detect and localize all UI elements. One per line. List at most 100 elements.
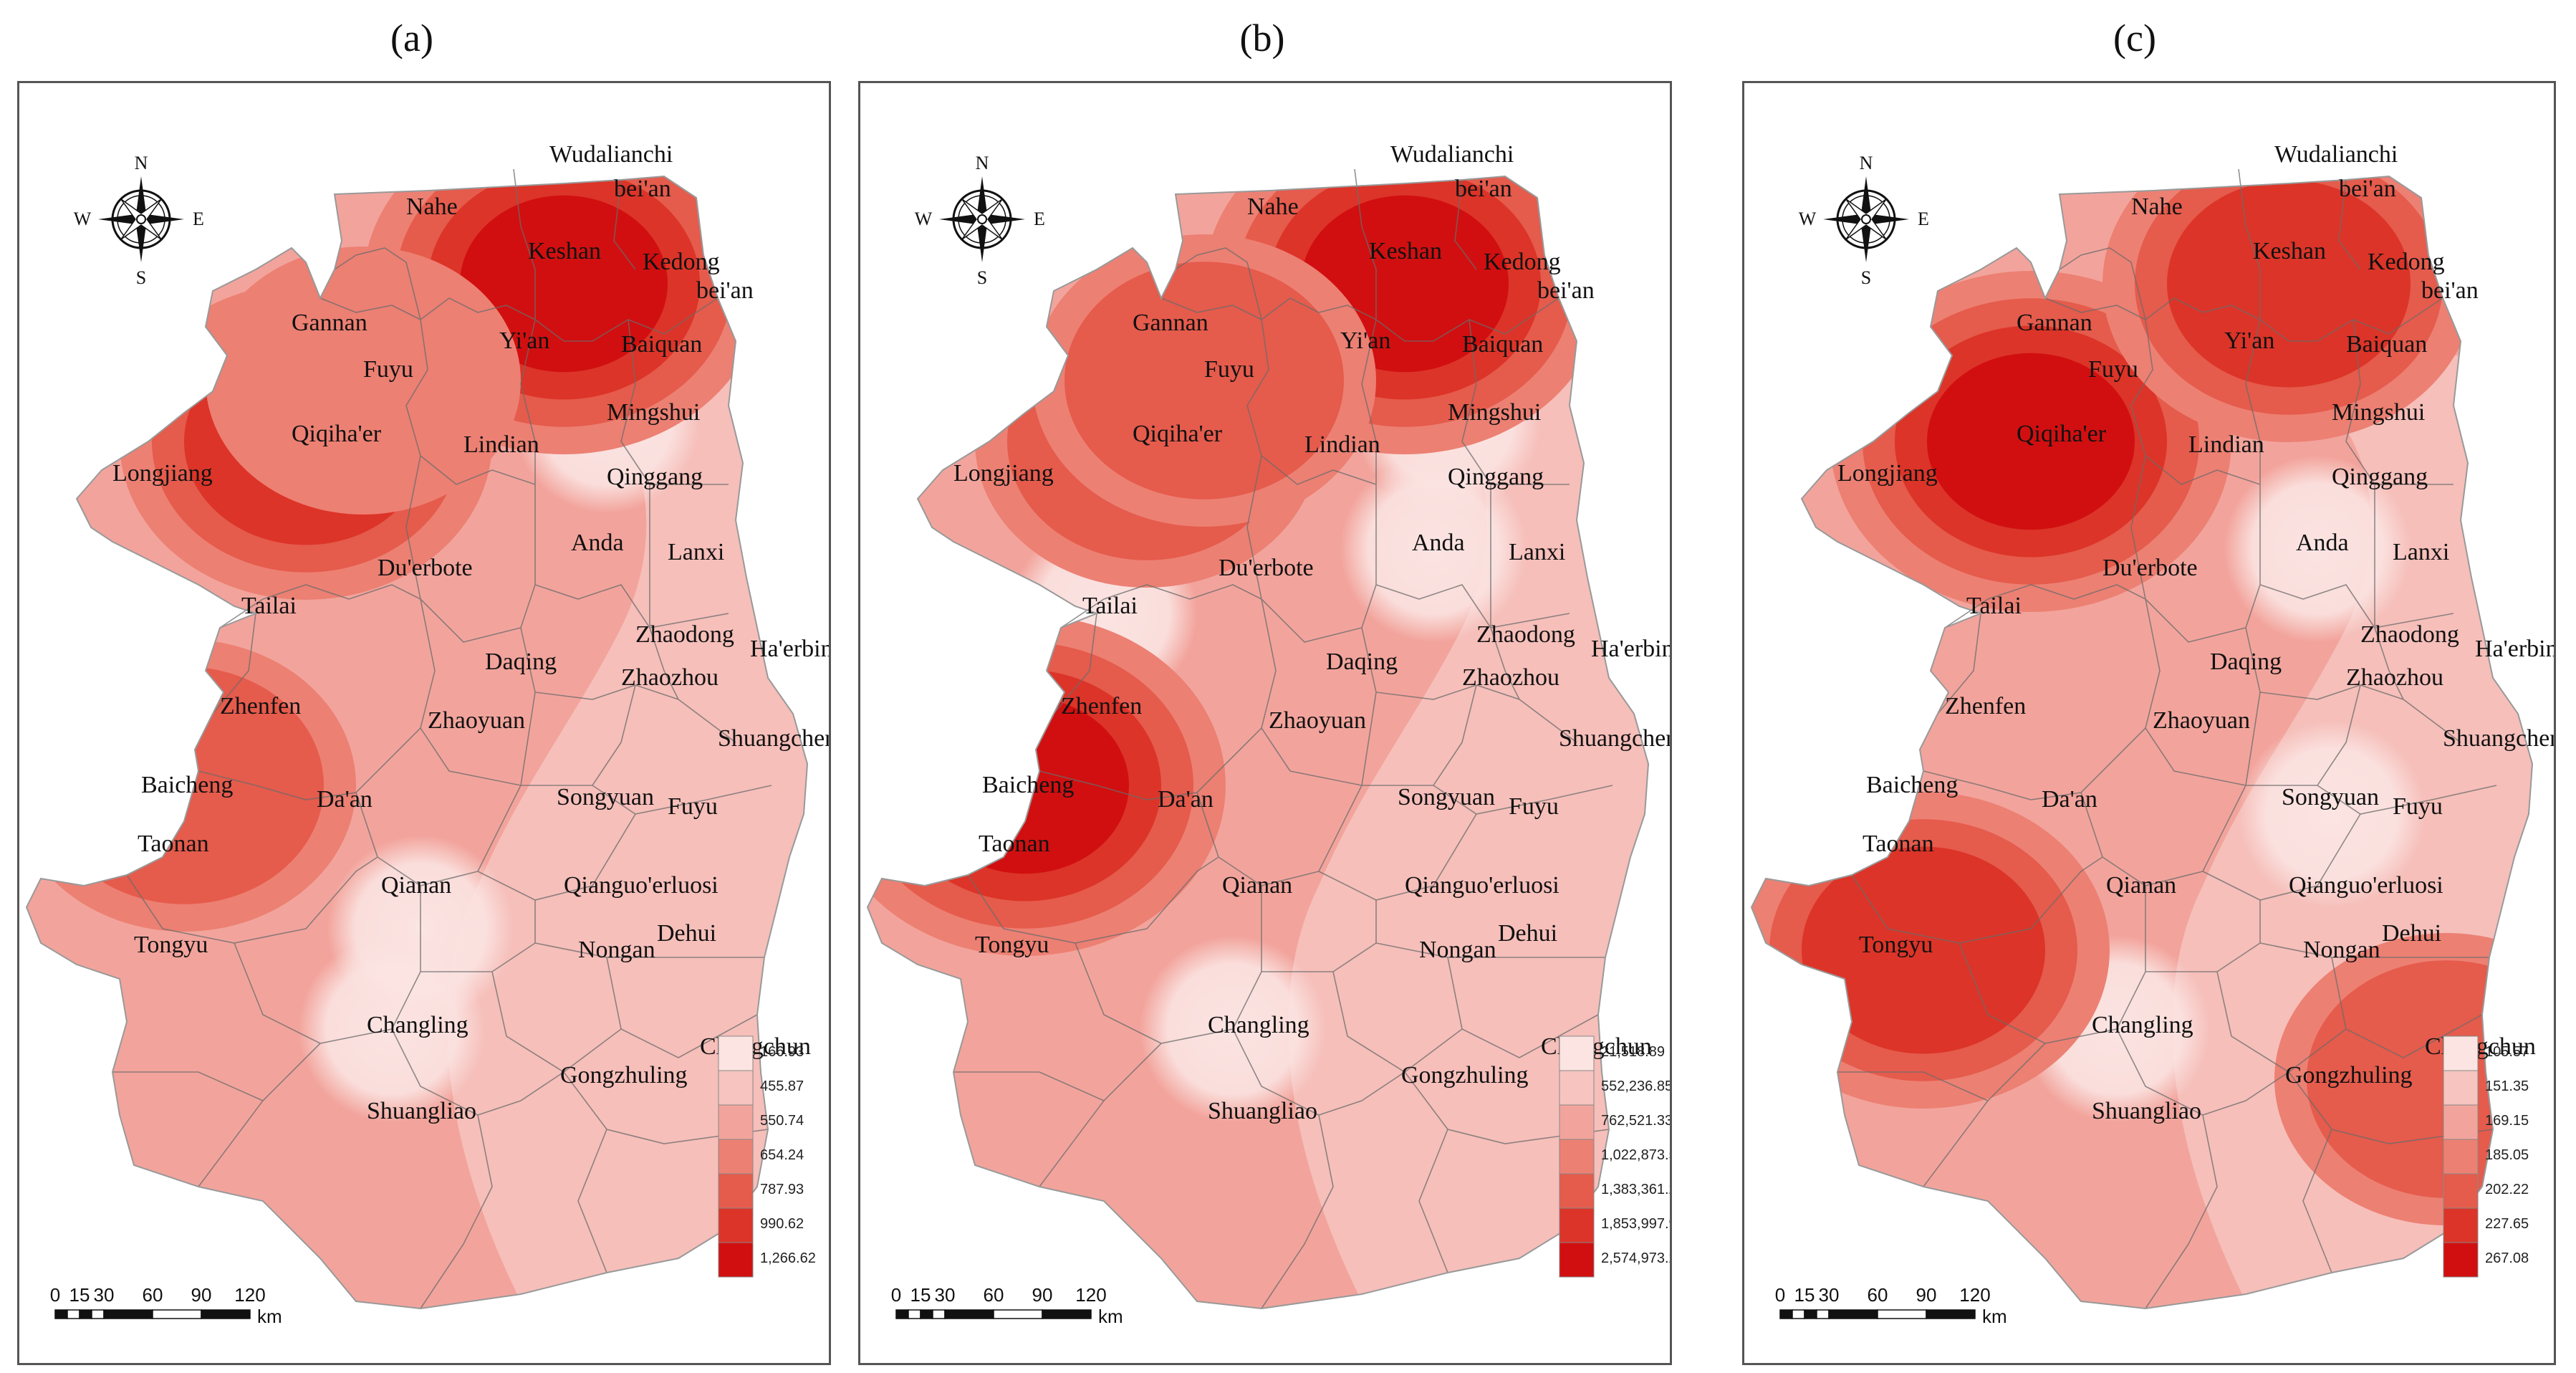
legend-label: 1,383,361.21 — [1601, 1182, 1670, 1197]
legend-label: 21,518.89 — [1601, 1044, 1665, 1060]
place-label: Ha'erbin — [2475, 636, 2554, 662]
place-label: Qinggang — [607, 464, 703, 490]
district-boundaries — [1837, 168, 2497, 1309]
scale-segment — [201, 1309, 251, 1319]
place-label: Anda — [1412, 530, 1465, 556]
scale-tick-label: 90 — [1032, 1284, 1053, 1306]
district-boundary — [2130, 319, 2153, 456]
map-panel-a: Wudalianchi bei'an Nahe Keshan Kedong bei'an G… — [17, 81, 831, 1365]
scale-tick-label: 15 — [69, 1284, 90, 1306]
place-label: Lanxi — [2393, 539, 2449, 565]
place-label: Keshan — [1369, 238, 1442, 264]
district-boundary — [1261, 297, 1377, 320]
compass-e-label: E — [1034, 209, 1045, 229]
legend-label: 455.87 — [760, 1078, 804, 1094]
district-boundary — [1851, 856, 2103, 944]
scale-segment — [1828, 1309, 1878, 1319]
district-boundary — [649, 627, 679, 700]
place-label: Dehui — [1498, 920, 1557, 947]
place-label: bei'an — [696, 277, 754, 304]
compass-e-label: E — [1918, 209, 1929, 229]
place-label: Baicheng — [1866, 772, 1958, 798]
district-boundary — [1261, 1114, 1334, 1309]
place-label: Zhaozhou — [1462, 664, 1559, 691]
district-boundary — [1937, 613, 1981, 714]
place-label: bei'an — [1455, 176, 1512, 202]
legend-label: 552,236.85 — [1601, 1078, 1670, 1094]
district-boundary — [1354, 168, 1377, 320]
district-boundary — [126, 856, 378, 944]
legend-swatch — [2443, 1207, 2479, 1243]
scale-tick-label: 15 — [1794, 1284, 1815, 1306]
place-label: bei'an — [2339, 176, 2396, 202]
legend-swatch — [1559, 1207, 1595, 1243]
district-boundary — [613, 179, 636, 270]
district-boundary — [2130, 455, 2146, 600]
place-label: Yi'an — [499, 327, 549, 354]
place-label: Nahe — [406, 193, 458, 220]
legend-swatch — [1559, 1139, 1595, 1175]
district-boundaries — [112, 168, 772, 1309]
place-label: Lanxi — [1509, 539, 1565, 565]
place-label: Qiqiha'er — [2017, 421, 2107, 447]
scale-segment — [908, 1309, 921, 1319]
district-boundary — [420, 1114, 493, 1309]
legend-label: 151.35 — [2485, 1078, 2529, 1094]
legend: 166.93 455.87 550.74 654.24 787.93 990.62 1,26… — [718, 1035, 816, 1278]
compass-n-label: N — [1860, 153, 1873, 173]
district-boundary — [2288, 1071, 2494, 1144]
place-label: Keshan — [2253, 238, 2326, 264]
district-boundary — [620, 319, 729, 485]
legend-label: 227.65 — [2485, 1216, 2529, 1232]
place-label: Qinggang — [1448, 464, 1544, 490]
scale-segment — [1779, 1309, 1793, 1319]
district-boundary — [1944, 584, 2146, 628]
legend-label: 2,574,973.25 — [1601, 1250, 1670, 1266]
scale-segment — [152, 1309, 202, 1319]
region-outline — [866, 175, 1650, 1310]
place-label: Baicheng — [982, 772, 1074, 798]
hotspot-ring — [1064, 262, 1344, 499]
compass-rose: N S E W — [74, 153, 204, 288]
panel-c-label: (c) — [2113, 16, 2156, 59]
place-label: Tongyu — [134, 932, 208, 958]
district-boundary — [1261, 455, 1377, 485]
district-boundary — [1959, 886, 2146, 1044]
district-boundary — [420, 455, 536, 485]
coldspot-area — [2224, 456, 2411, 642]
district-boundary — [2145, 455, 2261, 485]
place-label: Tongyu — [975, 932, 1049, 958]
legend-swatch — [2443, 1173, 2479, 1209]
place-label: Fuyu — [2393, 793, 2443, 820]
district-boundary — [563, 1071, 769, 1144]
place-label: Shuangcheng — [1559, 725, 1670, 752]
district-boundary — [520, 319, 536, 484]
place-label: Shuangcheng — [2443, 725, 2554, 752]
place-label: Baiquan — [621, 331, 702, 358]
district-boundary — [1418, 1129, 1448, 1273]
legend-label: 267.08 — [2485, 1250, 2529, 1266]
district-boundary — [420, 297, 536, 320]
place-label: Songyuan — [2282, 784, 2379, 810]
legend-label: 990.62 — [760, 1216, 804, 1232]
place-label: Lindian — [1304, 431, 1380, 458]
compass-rose: N S E W — [915, 153, 1045, 288]
district-boundary — [2245, 319, 2261, 484]
place-label: Yi'an — [2224, 327, 2274, 354]
place-label: Zhenfen — [1061, 693, 1142, 719]
district-boundary — [1490, 627, 1520, 700]
place-label: Longjiang — [953, 460, 1054, 487]
district-boundary — [2059, 247, 2146, 320]
scale-tick-label: 60 — [1868, 1284, 1888, 1306]
hotspot-ring — [2167, 180, 2411, 388]
place-label: Songyuan — [557, 784, 654, 810]
scale-tick-label: 120 — [1075, 1284, 1106, 1306]
district-boundary — [606, 957, 758, 1058]
legend-label: 762,521.33 — [1601, 1113, 1670, 1129]
district-boundary — [2145, 900, 2261, 972]
scale-segment — [54, 1309, 68, 1319]
legend-label: 166.93 — [760, 1044, 804, 1060]
place-label: Zhenfen — [220, 693, 301, 719]
district-boundary — [477, 813, 636, 901]
